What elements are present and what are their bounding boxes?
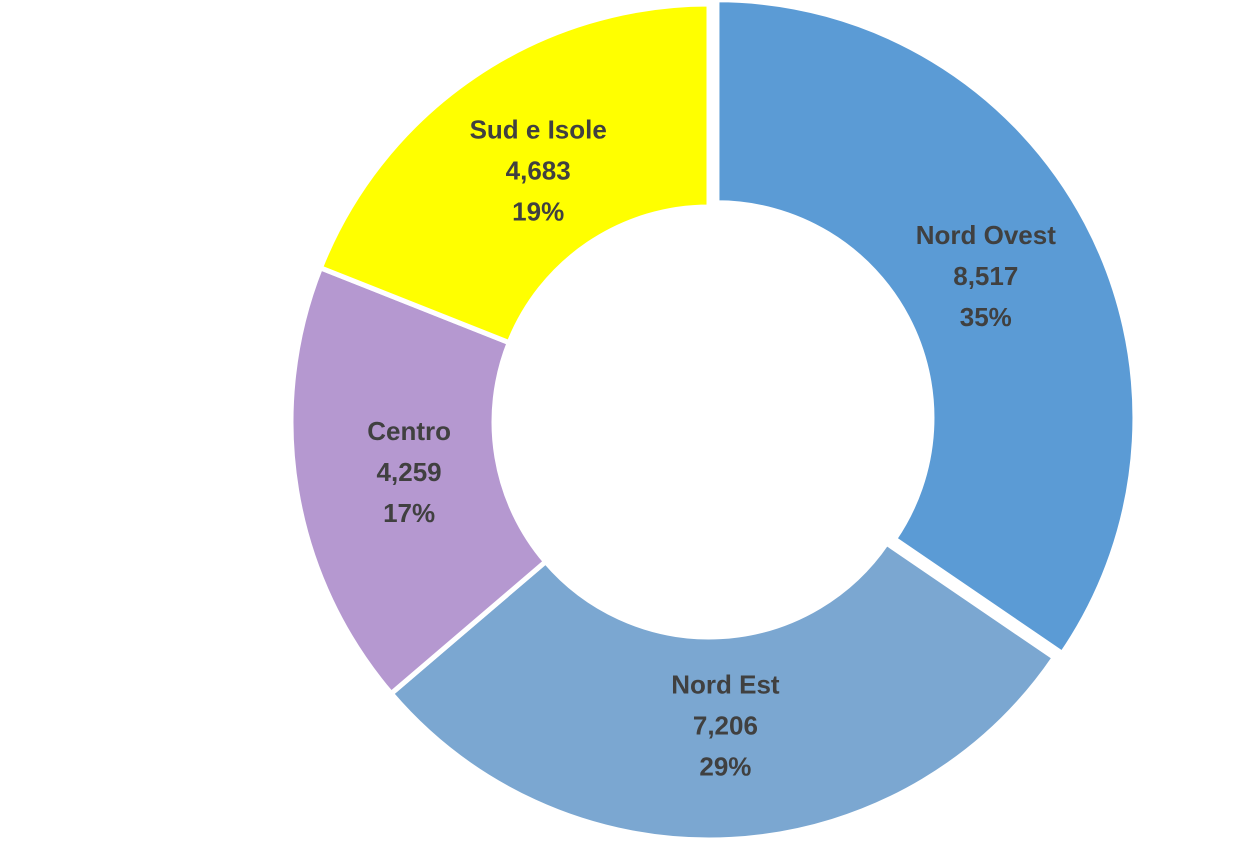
slice-value-label: 7,206 — [693, 711, 758, 741]
data-label-nord-est: Nord Est 7,206 29% — [671, 670, 780, 782]
slice-percent-label: 17% — [383, 498, 435, 528]
slice-name-label: Nord Ovest — [916, 220, 1056, 250]
slice-percent-label: 35% — [960, 302, 1012, 332]
slice-percent-label: 19% — [512, 197, 564, 227]
data-label-centro: Centro 4,259 17% — [367, 416, 451, 528]
slice-value-label: 4,683 — [506, 156, 571, 186]
slice-nord-est — [387, 539, 1058, 843]
slice-name-label: Sud e Isole — [470, 115, 607, 145]
slice-nord-ovest — [714, 0, 1138, 657]
data-label-sud-e-isole: Sud e Isole 4,683 19% — [470, 115, 607, 227]
slice-sud-e-isole — [317, 1, 712, 346]
data-label-nord-ovest: Nord Ovest 8,517 35% — [916, 220, 1056, 332]
slice-name-label: Nord Est — [671, 670, 780, 700]
slice-name-label: Centro — [367, 416, 451, 446]
slice-centro — [288, 264, 550, 698]
donut-slices — [288, 0, 1138, 843]
slice-percent-label: 29% — [699, 752, 751, 782]
slice-value-label: 4,259 — [377, 457, 442, 487]
donut-labels: Nord Ovest 8,517 35% Nord Est 7,206 29% Centro… — [367, 115, 1056, 782]
slice-value-label: 8,517 — [953, 261, 1018, 291]
